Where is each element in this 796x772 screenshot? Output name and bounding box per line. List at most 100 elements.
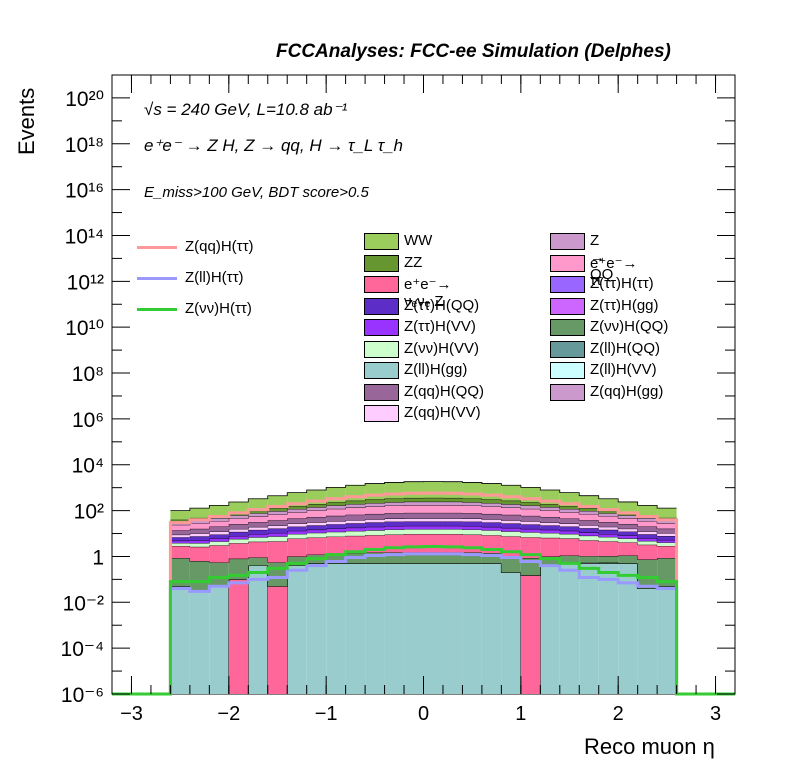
stack-outline [170, 512, 677, 531]
stack-bar [170, 586, 190, 694]
stack-bar [579, 510, 599, 515]
stack-bar [189, 561, 210, 592]
stack-bar [365, 483, 385, 500]
legend-line-swatch [137, 246, 177, 249]
stack-bar [287, 518, 307, 524]
stack-bar [345, 500, 366, 505]
x-axis-title: Reco muon η [584, 734, 715, 759]
stack-bar [404, 512, 424, 519]
stack-bar [189, 508, 210, 518]
stack-bar [598, 522, 619, 527]
legend-label: Z(ττ)H(VV) [404, 318, 476, 335]
legend-label: Z(ll)H(ττ) [185, 269, 244, 286]
stack-bar [462, 518, 482, 522]
stack-bar [559, 530, 580, 534]
y-tick-label: 1 [92, 546, 104, 569]
stack-bar [540, 504, 560, 508]
stack-bar [248, 557, 268, 566]
stack-bar [248, 541, 268, 558]
stack-bar [404, 497, 424, 502]
stack-bar [637, 540, 658, 545]
stack-bar [579, 563, 599, 694]
legend-label: Z(qq)H(gg) [590, 382, 664, 400]
stack-bar [598, 513, 619, 517]
stack-bar [520, 502, 541, 506]
stack-bar [404, 552, 424, 564]
stack-bar [306, 525, 327, 530]
stack-bar [559, 526, 580, 531]
stack-bar [520, 532, 541, 538]
stack-bar [209, 534, 229, 539]
legend-color-swatch [364, 340, 399, 358]
stack-bar [170, 510, 190, 520]
stack-bar [481, 526, 502, 531]
stack-bar [267, 536, 288, 542]
stack-bar [170, 558, 190, 587]
stack-bar [170, 546, 190, 559]
stack-bar [501, 523, 521, 528]
stack-bar [657, 523, 677, 529]
stack-bar [442, 552, 463, 564]
stack-bar [209, 562, 229, 587]
legend-label: e⁺e⁻→ νₑνₑ Z [404, 276, 452, 310]
stack-bar [442, 563, 463, 694]
stack-bar [618, 563, 638, 694]
stack-bar [365, 506, 385, 514]
stack-bar [579, 508, 599, 511]
stack-bar [520, 537, 541, 559]
legend-color-swatch [364, 233, 399, 250]
stack-bar [657, 533, 677, 537]
stack-bar [267, 541, 288, 563]
stack-bar [657, 542, 677, 547]
stack-bar [423, 525, 443, 530]
stack-bar [209, 545, 229, 563]
stack-bar [306, 510, 327, 517]
stack-bar [404, 563, 424, 694]
stack-bar [189, 540, 210, 544]
stack-bar [598, 533, 619, 538]
stack-bar [501, 485, 521, 501]
stack-bar [267, 511, 288, 515]
stack-bar [345, 504, 366, 508]
stack-bar [598, 516, 619, 523]
stack-bar [559, 509, 580, 513]
stack-bar [326, 524, 346, 529]
stack-bar [248, 522, 268, 527]
stack-bar [345, 523, 366, 528]
stack-bar [189, 520, 210, 524]
stack-bar [657, 520, 677, 524]
stack-bar [442, 512, 463, 519]
stack-bar [423, 481, 443, 498]
axes: −3 −2 −1 0 1 2 3 10⁻⁶ 10⁻⁴ 10⁻² 1 10² 10⁴ 10⁶ 10⁸ 10¹⁰ 1… [61, 74, 736, 725]
stack-bar [404, 481, 424, 498]
stack-bar [326, 536, 346, 554]
stack-bar [598, 526, 619, 530]
stack-bar [228, 501, 249, 514]
stack-bar [267, 586, 288, 694]
stack-bar [306, 507, 327, 511]
stack-bar [559, 563, 580, 694]
stack-bar [520, 508, 541, 516]
legend-color-swatch [364, 297, 399, 315]
stack-bar [306, 537, 327, 555]
stack-bar [462, 534, 482, 553]
stack-bar [326, 505, 346, 509]
stack-bar [326, 502, 346, 506]
legend-label: WW [404, 232, 433, 249]
stack-bar [345, 485, 366, 501]
stack-bar [384, 518, 405, 522]
stack-bar [657, 536, 677, 540]
stack-outline [170, 501, 677, 523]
stack-bar [189, 528, 210, 534]
stack-bar [559, 512, 580, 519]
stack-bar [520, 524, 541, 529]
stack-bar [442, 497, 463, 502]
stack-bar [228, 518, 249, 525]
stack-bar [637, 588, 658, 694]
selection-annotation: E_miss>100 GeV, BDT score>0.5 [144, 184, 369, 201]
stack-bar [618, 531, 638, 536]
stack-bar [481, 503, 502, 507]
stack-bar [228, 515, 249, 519]
stack-bar [559, 555, 580, 564]
stack-bar [326, 563, 346, 694]
